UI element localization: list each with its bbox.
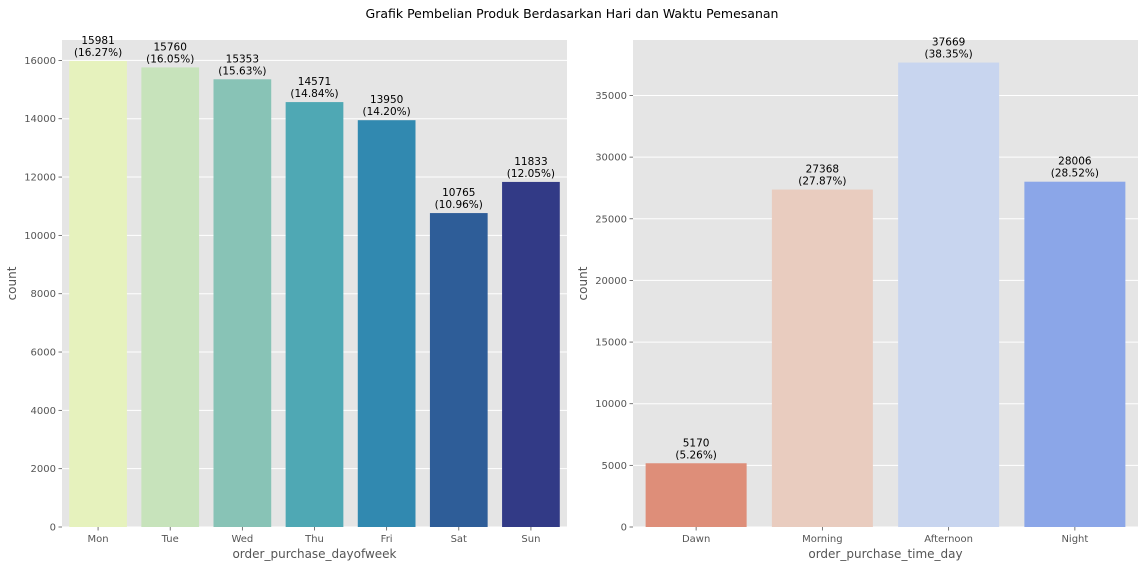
y-axis-label: count <box>576 266 590 300</box>
x-tick-label: Sun <box>521 534 540 545</box>
bar-wed <box>213 79 272 528</box>
y-axis-label: count <box>5 266 19 300</box>
bar-sat <box>429 213 488 527</box>
bar-night <box>1024 181 1126 528</box>
y-tick-label: 12000 <box>24 173 56 184</box>
figure-title: Grafik Pembelian Produk Berdasarkan Hari… <box>366 6 779 21</box>
bar-mon <box>69 60 127 527</box>
bar-thu <box>285 102 344 528</box>
y-tick-label: 5000 <box>602 461 627 472</box>
y-tick-label: 35000 <box>595 91 627 102</box>
y-tick-label: 20000 <box>595 276 627 287</box>
bar-dawn <box>645 463 747 527</box>
data-label: 37669 (38.35%) <box>925 37 973 61</box>
y-tick-label: 10000 <box>595 399 627 410</box>
y-tick-label: 30000 <box>595 153 627 164</box>
data-label: 27368 (27.87%) <box>798 164 846 188</box>
y-tick-label: 16000 <box>24 56 56 67</box>
y-tick-label: 14000 <box>24 114 56 125</box>
y-tick-label: 2000 <box>31 464 56 475</box>
data-label: 15760 (16.05%) <box>146 41 194 65</box>
y-tick-label: 6000 <box>31 348 56 359</box>
x-tick-label: Tue <box>161 534 179 545</box>
data-label: 15981 (16.27%) <box>74 35 122 59</box>
y-tick-label: 8000 <box>31 289 56 300</box>
x-tick-label: Fri <box>381 534 393 545</box>
bar-fri <box>357 120 416 527</box>
x-tick-label: Dawn <box>682 534 710 545</box>
x-tick-label: Mon <box>88 534 109 545</box>
x-tick-label: Afternoon <box>924 534 973 545</box>
bar-chart-dayofweek: 0 2000 4000 6000 8000 10000 12000 14000 16000 159… <box>5 35 567 561</box>
bar-chart-time-day: 0 5000 10000 15000 20000 25000 30000 35000 5170(… <box>576 37 1138 561</box>
data-label: 5170 (5.26%) <box>675 437 717 461</box>
data-label: 11833 (12.05%) <box>507 156 555 180</box>
y-tick-label: 25000 <box>595 214 627 225</box>
y-tick-label: 4000 <box>31 406 56 417</box>
bar-morning <box>771 189 873 527</box>
bar-sun <box>502 181 560 528</box>
x-tick-label: Thu <box>304 534 324 545</box>
data-label: 14571 (14.84%) <box>290 76 338 100</box>
x-axis-label: order_purchase_time_day <box>808 547 962 561</box>
x-tick-label: Night <box>1061 534 1088 545</box>
x-tick-label: Morning <box>802 534 842 545</box>
bar-afternoon <box>898 62 1000 527</box>
data-label: 15353 (15.63%) <box>218 53 266 77</box>
data-label: 28006 (28.52%) <box>1051 156 1099 180</box>
y-tick-label: 10000 <box>24 231 56 242</box>
y-tick-label: 0 <box>50 523 56 534</box>
x-axis-label: order_purchase_dayofweek <box>232 547 396 561</box>
y-tick-label: 0 <box>621 523 627 534</box>
data-label: 10765 (10.96%) <box>435 187 483 211</box>
x-tick-label: Sat <box>451 534 467 545</box>
data-label: 13950 (14.20%) <box>363 94 411 118</box>
y-tick-label: 15000 <box>595 338 627 349</box>
x-tick-label: Wed <box>231 534 253 545</box>
bar-tue <box>141 67 200 527</box>
